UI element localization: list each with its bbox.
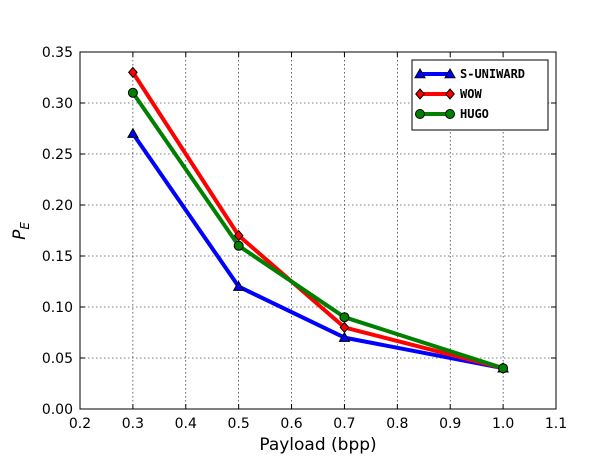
series-line-hugo [131,91,504,371]
y-tick-label: 0.30 [42,96,73,112]
legend-marker [415,109,425,119]
x-tick-label: 0.9 [439,416,461,432]
legend: S-UNIWARD WOW HUGO [411,59,549,131]
legend-entry-wow: WOW [415,87,482,101]
legend-marker [415,88,425,100]
x-tick-label: 0.5 [228,416,250,432]
series-line-s-uniward [131,132,504,371]
x-tick-label: 0.4 [175,416,197,432]
axis-ticks: 0.2 0.3 0.4 0.5 0.6 0.7 0.8 0.9 1.0 1.1 0.00 0.05 0.… [42,45,567,432]
series-lines [127,66,509,374]
legend-marker [445,109,455,119]
data-point-wow [339,321,350,334]
series-hugo [127,87,509,374]
y-tick-label: 0.05 [42,351,73,367]
y-axis-title-main: P [10,229,30,240]
data-point-s-uniward [232,280,245,291]
x-axis-title: Payload (bpp) [259,435,376,455]
data-point-wow [127,66,138,79]
legend-marker [445,88,455,100]
y-tick-label: 0.15 [42,249,73,265]
legend-entry-hugo: HUGO [415,107,489,121]
y-tick-label: 0.00 [42,402,73,418]
data-point-s-uniward [127,127,139,138]
legend-entry-s-uniward: S-UNIWARD [414,67,525,81]
y-axis-title: PE [10,222,32,240]
y-tick-label: 0.25 [42,147,73,163]
y-tick-label: 0.35 [42,45,73,61]
legend-label: S-UNIWARD [460,67,525,81]
x-tick-label: 0.7 [333,416,355,432]
x-tick-label: 0.6 [280,416,302,432]
data-point-wow [233,229,244,242]
y-tick-label: 0.20 [42,198,73,214]
y-tick-label: 0.10 [42,300,73,316]
data-point-hugo [127,87,138,98]
data-point-hugo [498,363,509,374]
data-point-hugo [233,240,244,251]
x-tick-label: 0.8 [386,416,408,432]
y-axis-title-sub: E [18,222,32,230]
plot-frame [79,51,557,410]
x-tick-label: 1.0 [492,416,514,432]
data-point-hugo [339,312,350,323]
x-tick-label: 1.1 [545,416,567,432]
legend-label: HUGO [460,107,489,121]
legend-marker [414,67,426,79]
x-tick-label: 0.2 [69,416,91,432]
legend-marker [444,67,456,79]
x-tick-label: 0.3 [122,416,144,432]
data-point-s-uniward [338,331,351,342]
legend-label: WOW [460,87,482,101]
